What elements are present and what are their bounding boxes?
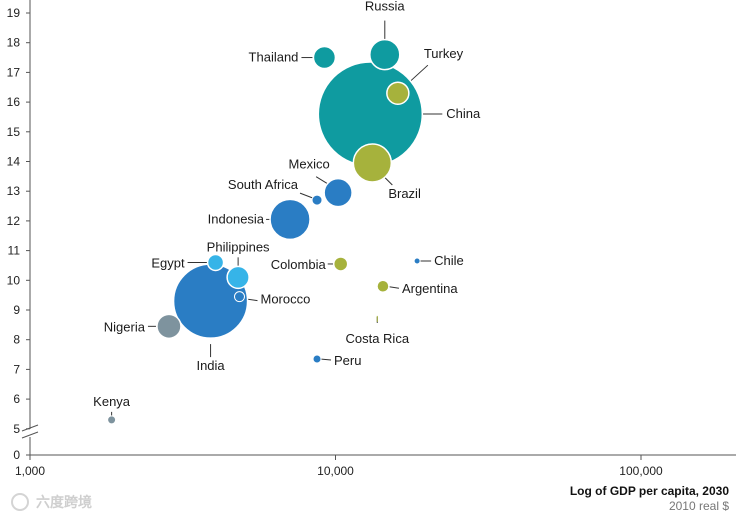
connector-peru (319, 358, 332, 361)
y-tick-label: 9 (13, 303, 20, 317)
y-tick-label: 11 (8, 244, 21, 258)
bubble-brazil (352, 143, 393, 183)
bubbles (107, 38, 424, 425)
label-colombia: Colombia (271, 257, 327, 272)
y-tick-label: 14 (7, 155, 21, 169)
bubble-thailand (312, 45, 337, 70)
watermark: 六度跨境 (11, 493, 92, 511)
label-south-africa: South Africa (228, 177, 299, 192)
axes (21, 0, 736, 456)
x-ticks: 1,000 10,000 100,000 (15, 455, 663, 478)
x-axis-subtitle: 2010 real $ (669, 499, 729, 513)
bubble-morocco (233, 291, 245, 303)
bubble-mexico (323, 177, 353, 208)
bubble-argentina (376, 279, 390, 293)
label-indonesia: Indonesia (208, 211, 265, 226)
bubble-colombia (332, 256, 349, 272)
label-brazil: Brazil (388, 186, 421, 201)
label-egypt: Egypt (151, 255, 185, 270)
bubble-russia (369, 38, 401, 71)
connector-south-africa (299, 192, 314, 199)
label-china: China (446, 106, 481, 121)
bubble-kenya (107, 415, 117, 425)
y-tick-label: 12 (7, 214, 21, 228)
x-tick-label: 1,000 (15, 464, 45, 478)
bubble-philippines (226, 265, 250, 290)
watermark-logo-icon (11, 493, 29, 511)
y-tick-label: 5 (13, 422, 20, 436)
y-tick-label: 7 (13, 362, 20, 376)
label-turkey: Turkey (424, 46, 464, 61)
label-argentina: Argentina (402, 281, 458, 296)
bubble-indonesia (269, 198, 311, 241)
bubble-turkey (386, 81, 410, 105)
bubble-egypt (206, 253, 225, 272)
y-tick-label: 15 (7, 125, 21, 139)
bubble-south-africa (311, 194, 323, 206)
label-russia: Russia (365, 0, 406, 14)
label-philippines: Philippines (207, 239, 270, 254)
label-costa-rica: Costa Rica (345, 331, 409, 346)
y-axis-break (21, 424, 39, 439)
y-tick-label: 8 (13, 333, 20, 347)
y-tick-label: 18 (7, 36, 21, 50)
label-thailand: Thailand (249, 50, 299, 65)
y-tick-label: 0 (13, 448, 20, 462)
label-chile: Chile (434, 253, 464, 268)
bubble-labels: China India Indonesia Brazil Russia Mexico Nig… (93, 0, 481, 409)
x-axis-title: Log of GDP per capita, 2030 (570, 484, 729, 498)
bubble-peru (312, 354, 322, 364)
watermark-text: 六度跨境 (36, 494, 92, 510)
y-ticks: 0 5 6 7 8 9 10 11 12 13 14 15 16 17 18 19 (7, 6, 30, 462)
label-nigeria: Nigeria (104, 319, 146, 334)
y-tick-label: 13 (7, 184, 21, 198)
label-connectors (111, 20, 443, 416)
bubble-nigeria (156, 313, 182, 340)
label-peru: Peru (334, 353, 361, 368)
y-tick-label: 10 (7, 273, 21, 287)
label-india: India (196, 358, 225, 373)
x-tick-label: 10,000 (317, 464, 354, 478)
label-morocco: Morocco (260, 292, 310, 307)
bubble-chile (413, 257, 421, 265)
y-tick-label: 17 (7, 65, 21, 79)
y-tick-label: 16 (7, 95, 21, 109)
label-mexico: Mexico (289, 157, 330, 172)
y-tick-label: 6 (13, 392, 20, 406)
x-tick-label: 100,000 (619, 464, 663, 478)
y-tick-label: 19 (7, 6, 21, 20)
label-kenya: Kenya (93, 394, 131, 409)
